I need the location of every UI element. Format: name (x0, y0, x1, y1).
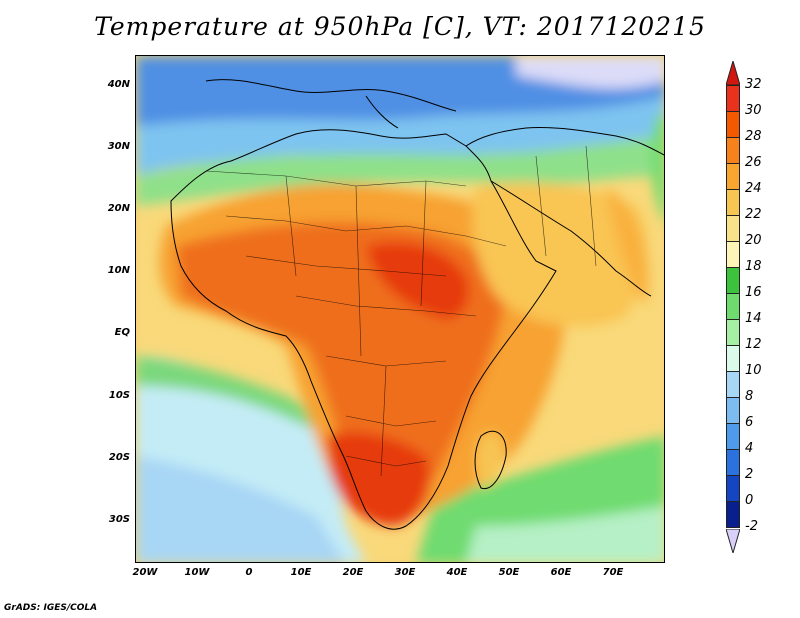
colorbar-segment (726, 501, 740, 528)
colorbar-segment (726, 293, 740, 320)
colorbar-tick-label: 30 (745, 103, 762, 118)
gulf-green-band (136, 356, 326, 436)
lat-label-eq: EQ (114, 327, 130, 338)
lon-label-10e: 10E (290, 567, 312, 578)
colorbar-tick-label: 4 (745, 441, 754, 456)
colorbar-tick-label: 12 (745, 337, 762, 352)
colorbar-segment (726, 449, 740, 476)
colorbar-top-arrow (726, 61, 740, 85)
lat-label-20s: 20S (108, 452, 130, 463)
italy-coastline (365, 95, 399, 129)
colorbar-tick-label: 32 (745, 77, 762, 92)
colorbar-tick-label: 8 (745, 389, 754, 404)
arabia-coastline (490, 180, 652, 297)
plot-title: Temperature at 950hPa [C], VT: 201712021… (94, 12, 706, 41)
east-green-patch (651, 116, 664, 222)
lon-label-60e: 60E (550, 567, 572, 578)
lat-label-20n: 20N (107, 203, 130, 214)
europe-coastline (205, 79, 457, 112)
colorbar-tick-label: 24 (745, 181, 762, 196)
colorbar-segment (726, 267, 740, 294)
colorbar-tick-label: 2 (745, 467, 754, 482)
colorbar-tick-label: 18 (745, 259, 762, 274)
madagascar-region (475, 432, 505, 487)
india-warm-region (606, 186, 649, 306)
colorbar (726, 85, 740, 528)
colorbar-tick-label: -2 (745, 519, 758, 534)
colorbar-segment (726, 345, 740, 372)
colorbar-tick-label: 26 (745, 155, 762, 170)
colorbar-tick-label: 16 (745, 285, 762, 300)
colorbar-tick-label: 20 (745, 233, 762, 248)
southern-africa-core (326, 432, 430, 526)
colorbar-segment (726, 371, 740, 398)
footer-credit: GrADS: IGES/COLA (4, 603, 98, 613)
country-borders (205, 145, 597, 477)
lat-label-30s: 30S (108, 514, 130, 525)
lat-label-10n: 10N (107, 265, 130, 276)
map-canvas (136, 56, 664, 562)
northeast-cold-region (516, 56, 664, 89)
colorbar-tick-label: 28 (745, 129, 762, 144)
colorbar-tick-label: 10 (745, 363, 762, 378)
colorbar-tick-label: 14 (745, 311, 762, 326)
middle-east-coastline (465, 127, 664, 156)
north-africa-mild-band (136, 136, 664, 206)
lon-label-50e: 50E (498, 567, 520, 578)
colorbar-bottom-arrow (726, 529, 740, 553)
colorbar-segment (726, 85, 740, 112)
colorbar-segment (726, 319, 740, 346)
colorbar-segment (726, 423, 740, 450)
arabia-warm-region (472, 182, 647, 327)
colorbar-segment (726, 215, 740, 242)
lat-label-10s: 10S (108, 390, 130, 401)
colorbar-tick-label: 22 (745, 207, 762, 222)
lon-label-40e: 40E (446, 567, 468, 578)
south-atlantic-colder (136, 456, 345, 562)
colorbar-tick-label: 0 (745, 493, 754, 508)
colorbar-segment (726, 111, 740, 138)
lon-label-0: 0 (245, 567, 253, 578)
lon-label-20w: 20W (132, 567, 158, 578)
colorbar-segment (726, 475, 740, 502)
lon-label-10w: 10W (184, 567, 210, 578)
colorbar-segment (726, 397, 740, 424)
africa-coastline (170, 129, 557, 530)
south-indian-cool (466, 506, 664, 562)
colorbar-tick-label: 6 (745, 415, 754, 430)
madagascar-coastline (474, 430, 507, 490)
colorbar-segment (726, 241, 740, 268)
colorbar-segment (726, 189, 740, 216)
central-africa-core (366, 242, 469, 319)
colorbar-segment (726, 137, 740, 164)
colorbar-segment (726, 163, 740, 190)
lat-label-30n: 30N (107, 141, 130, 152)
lon-label-20e: 20E (342, 567, 364, 578)
coastlines (170, 79, 664, 530)
lon-label-30e: 30E (394, 567, 416, 578)
temperature-map (135, 55, 665, 563)
lat-label-40n: 40N (107, 79, 130, 90)
lon-label-70e: 70E (602, 567, 624, 578)
